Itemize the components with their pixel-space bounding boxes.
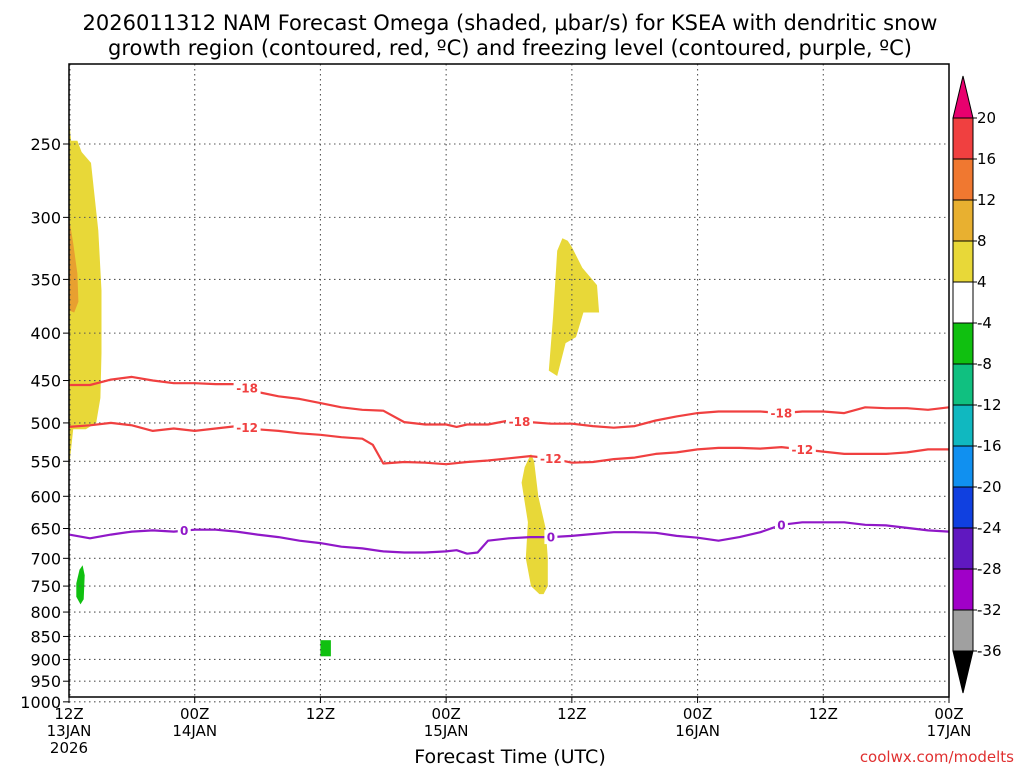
contour-label-3-2: 0 <box>547 531 555 545</box>
colorbar-band-7 <box>952 363 974 406</box>
colorbar-band-6 <box>952 322 974 365</box>
contour-label-3-1: 0 <box>180 524 188 538</box>
omega-region-4 <box>521 453 548 595</box>
x-tick-label-0-1: 12Z <box>54 705 83 723</box>
x-tick-label-0-2: 13JAN <box>47 722 92 740</box>
pressure-axis: 250 300 350 400 450 500 550 600 650 700 750 800 850 9… <box>20 135 69 712</box>
x-tick-label-3-1: 00Z <box>431 705 460 723</box>
y-tick-label-750: 750 <box>30 577 61 596</box>
colorbar-bottom-arrow <box>952 650 974 694</box>
colorbar-band-3 <box>952 199 974 242</box>
colorbar-label-3: 12 <box>977 191 996 209</box>
contour-label-bg-2-3 <box>788 442 816 457</box>
x-tick-label-1-2: 14JAN <box>172 722 217 740</box>
colorbar-label-5: 4 <box>977 273 987 291</box>
x-axis-label: Forecast Time (UTC) <box>414 746 605 768</box>
y-tick-label-250: 250 <box>30 135 61 154</box>
colorbar-band-2 <box>952 158 974 201</box>
y-tick-label-650: 650 <box>30 519 61 538</box>
chart-title-line1: 2026011312 NAM Forecast Omega (shaded, μ… <box>83 11 938 35</box>
omega-region-1 <box>69 119 102 469</box>
contour-label-2-3: -12 <box>791 443 813 457</box>
contour-label-1-2: -18 <box>509 415 531 429</box>
credit-text: coolwx.com/modelts <box>860 748 1014 766</box>
contour-label-1-3: -18 <box>771 407 793 421</box>
x-tick-label-7-2: 17JAN <box>927 722 972 740</box>
contour-label-bg-3-3 <box>774 517 788 532</box>
colorbar-label-10: -20 <box>977 478 1002 496</box>
colorbar-label-2: 16 <box>977 150 996 168</box>
colorbar-band-1 <box>952 117 974 160</box>
contour-label-bg-2-2 <box>537 451 565 466</box>
y-tick-label-550: 550 <box>30 452 61 471</box>
colorbar-label-1: 20 <box>977 109 996 127</box>
colorbar-band-12 <box>952 568 974 611</box>
x-tick-label-7-1: 00Z <box>934 705 963 723</box>
omega-shading-layer <box>69 119 600 657</box>
contour-label-1-1: -18 <box>236 382 258 396</box>
colorbar-label-12: -28 <box>977 560 1002 578</box>
contour-label-2-2: -12 <box>540 452 562 466</box>
colorbar-band-8 <box>952 404 974 447</box>
y-tick-label-950: 950 <box>30 672 61 691</box>
colorbar: 20 16 12 8 4 -4 -8 -12 -16 -20 -24 -28 -32 -36 <box>952 75 1002 694</box>
colorbar-label-13: -32 <box>977 601 1002 619</box>
y-tick-label-300: 300 <box>30 208 61 227</box>
x-tick-label-0-3: 2026 <box>50 739 88 757</box>
contour-line-1 <box>69 375 950 429</box>
chart-title-line2: growth region (contoured, red, ºC) and f… <box>108 36 912 60</box>
colorbar-band-9 <box>952 445 974 488</box>
contour-label-bg-1-2 <box>505 414 533 429</box>
contour-layer: -18 -18 -18 -12 -12 -12 0 0 0 <box>68 375 950 555</box>
x-tick-label-5-1: 00Z <box>683 705 712 723</box>
colorbar-label-6: -4 <box>977 314 992 332</box>
x-tick-label-3-2: 15JAN <box>424 722 469 740</box>
contour-label-bg-2-1 <box>233 420 261 435</box>
y-tick-label-700: 700 <box>30 549 61 568</box>
x-tick-label-6-1: 12Z <box>809 705 838 723</box>
colorbar-label-4: 8 <box>977 232 987 250</box>
colorbar-label-11: -24 <box>977 519 1002 537</box>
colorbar-band-13 <box>952 609 974 652</box>
y-tick-label-500: 500 <box>30 414 61 433</box>
x-tick-label-4-1: 12Z <box>557 705 586 723</box>
colorbar-band-10 <box>952 486 974 529</box>
y-tick-label-900: 900 <box>30 650 61 669</box>
contour-line-2 <box>68 421 949 466</box>
contour-label-bg-3-1 <box>177 523 191 538</box>
x-tick-label-2-1: 12Z <box>306 705 335 723</box>
y-tick-label-850: 850 <box>30 627 61 646</box>
x-tick-label-5-2: 16JAN <box>675 722 720 740</box>
omega-region-5 <box>76 565 85 605</box>
contour-label-3-3: 0 <box>777 518 785 532</box>
y-tick-label-450: 450 <box>30 372 61 391</box>
colorbar-label-8: -12 <box>977 396 1002 414</box>
contour-label-bg-1-1 <box>233 381 261 396</box>
colorbar-band-5 <box>952 281 974 324</box>
y-tick-label-400: 400 <box>30 324 61 343</box>
contour-label-2-1: -12 <box>236 421 258 435</box>
x-tick-label-1-1: 00Z <box>180 705 209 723</box>
contour-label-bg-1-3 <box>767 406 795 421</box>
colorbar-label-7: -8 <box>977 355 992 373</box>
omega-region-6 <box>320 640 331 657</box>
colorbar-label-14: -36 <box>977 642 1002 660</box>
omega-region-2 <box>69 217 79 313</box>
contour-line-3 <box>68 521 950 555</box>
colorbar-label-9: -16 <box>977 437 1002 455</box>
colorbar-band-11 <box>952 527 974 570</box>
omega-region-3 <box>548 238 600 376</box>
colorbar-band-4 <box>952 240 974 283</box>
y-tick-label-350: 350 <box>30 270 61 289</box>
colorbar-top-arrow <box>952 75 974 119</box>
y-tick-label-1000: 1000 <box>20 693 61 712</box>
gridlines <box>69 64 949 703</box>
y-tick-label-600: 600 <box>30 487 61 506</box>
y-tick-label-800: 800 <box>30 603 61 622</box>
contour-label-bg-3-2 <box>544 530 558 545</box>
